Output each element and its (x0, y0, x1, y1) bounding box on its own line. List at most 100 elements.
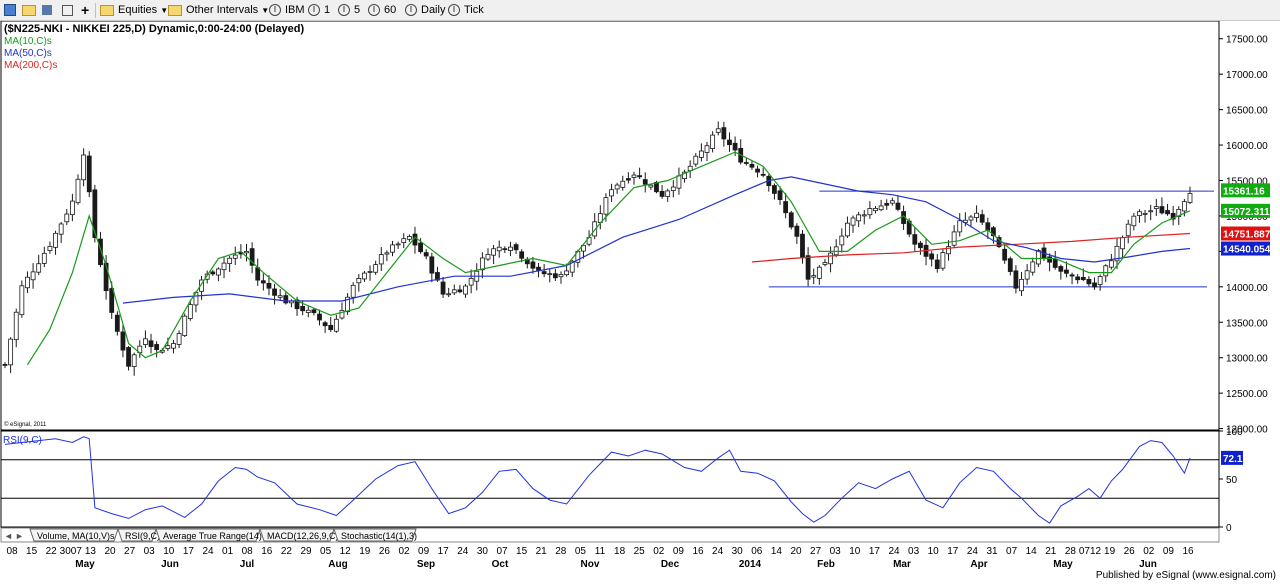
candle-body (637, 175, 643, 178)
x-day-label: 24 (888, 546, 900, 557)
study-tab[interactable] (333, 528, 417, 542)
x-day-label: 18 (614, 546, 626, 557)
x-day-label: 26 (1124, 546, 1136, 557)
candle-body (693, 155, 699, 165)
open-folder-icon[interactable] (22, 2, 40, 18)
candle-body (260, 280, 266, 284)
interval-daily-button[interactable]: I Daily (405, 2, 445, 18)
x-day-label: 07 (496, 546, 508, 557)
candle-body (199, 279, 204, 292)
x-day-label: 01 (222, 546, 234, 557)
candle-body (704, 145, 710, 153)
candle-body (496, 246, 502, 252)
other-intervals-menu[interactable]: Other Intervals ▼ (168, 2, 269, 18)
candle-body (710, 134, 716, 149)
candle-body (328, 324, 334, 331)
study-tab[interactable] (155, 528, 261, 542)
x-day-label: 17 (947, 546, 959, 557)
x-day-label: 17 (869, 546, 881, 557)
interval-icon: I (308, 4, 320, 17)
x-day-label: 10 (163, 546, 175, 557)
x-day-label: 14 (1026, 546, 1038, 557)
candle-body (1064, 269, 1069, 274)
study-tab-label: Stochastic(14(1),3) (341, 531, 417, 541)
interval-icon: I (405, 4, 417, 17)
candle-body (670, 186, 676, 191)
candle-body (311, 309, 317, 314)
x-day-label: 09 (418, 546, 430, 557)
copy-icon[interactable] (62, 2, 73, 18)
chart-icon[interactable] (4, 2, 16, 18)
y-tick-label: 13500.00 (1226, 318, 1268, 329)
ma10-line (26, 151, 1191, 366)
candle-body (1114, 245, 1120, 262)
ma50-tag (1221, 241, 1270, 256)
candle-body (406, 236, 412, 240)
candle-body (356, 278, 362, 284)
candle-body (143, 338, 148, 345)
study-tab-label: RSI(9,C) (125, 531, 160, 541)
candle-body (98, 238, 103, 266)
x-day-label: 3007 (60, 546, 83, 557)
x-day-label: 22 (281, 546, 293, 557)
candle-body (367, 271, 373, 273)
candle-body (429, 256, 435, 274)
candle-body (1153, 206, 1159, 209)
x-day-label: 30 (732, 546, 744, 557)
candle-body (1176, 208, 1182, 217)
symbol-ibm-button[interactable]: I IBM (269, 2, 305, 18)
tab-scroll-right-icon[interactable]: ► (15, 531, 24, 541)
candle-body (451, 289, 457, 294)
candle-body (1181, 201, 1187, 212)
study-tab[interactable] (259, 528, 335, 542)
interval-tick-button[interactable]: I Tick (448, 2, 484, 18)
candle-body (816, 266, 822, 279)
candle-body (878, 205, 884, 211)
interval-5-label: 5 (354, 4, 361, 16)
esignal-watermark: © eSignal, 2011 (4, 421, 47, 428)
candle-body (36, 263, 42, 273)
candle-body (850, 217, 856, 226)
y-tick-label: 16000.00 (1226, 141, 1268, 152)
rsi-value-tag (1221, 450, 1243, 465)
x-month-label: Oct (492, 559, 509, 570)
last-price-tag-label: 15361.16 (1223, 186, 1265, 197)
ma10-tag (1221, 203, 1270, 218)
save-icon[interactable] (42, 2, 52, 18)
y-tick-label: 17500.00 (1226, 35, 1268, 46)
candle-body (1080, 277, 1086, 281)
candle-body (642, 179, 648, 185)
x-day-label: 16 (261, 546, 273, 557)
interval-1-label: 1 (324, 4, 331, 16)
candle-body (401, 238, 407, 243)
candle-body (659, 190, 665, 197)
candle-body (1035, 250, 1041, 265)
add-icon[interactable]: + (81, 2, 90, 18)
x-day-label: 20 (790, 546, 802, 557)
candle-body (912, 234, 918, 245)
tab-scroll-left-icon[interactable]: ◄ (4, 531, 13, 541)
candle-body (255, 267, 261, 281)
ma200-line (751, 232, 1191, 263)
candle-body (30, 271, 36, 281)
price-chart[interactable]: 17500.00 17000.00 16500.00 16000.00 15500.00… (0, 21, 1280, 584)
equities-menu[interactable]: Equities ▼ (100, 2, 168, 18)
x-month-label: May (1053, 559, 1073, 570)
x-day-label: 09 (1163, 546, 1175, 557)
y-tick-label: 12500.00 (1226, 389, 1268, 400)
candle-body (210, 271, 216, 275)
ma200-tag (1221, 226, 1270, 241)
x-day-label: 19 (359, 546, 371, 557)
candle-body (339, 310, 345, 319)
study-tab[interactable] (117, 528, 157, 542)
candle-body (395, 243, 401, 246)
x-day-label: 20 (104, 546, 116, 557)
study-tab[interactable] (29, 528, 119, 542)
interval-60-button[interactable]: I 60 (368, 2, 396, 18)
candle-body (648, 184, 654, 188)
interval-icon: I (269, 4, 281, 17)
ma200-tag-label: 14751.8871 (1223, 230, 1276, 241)
